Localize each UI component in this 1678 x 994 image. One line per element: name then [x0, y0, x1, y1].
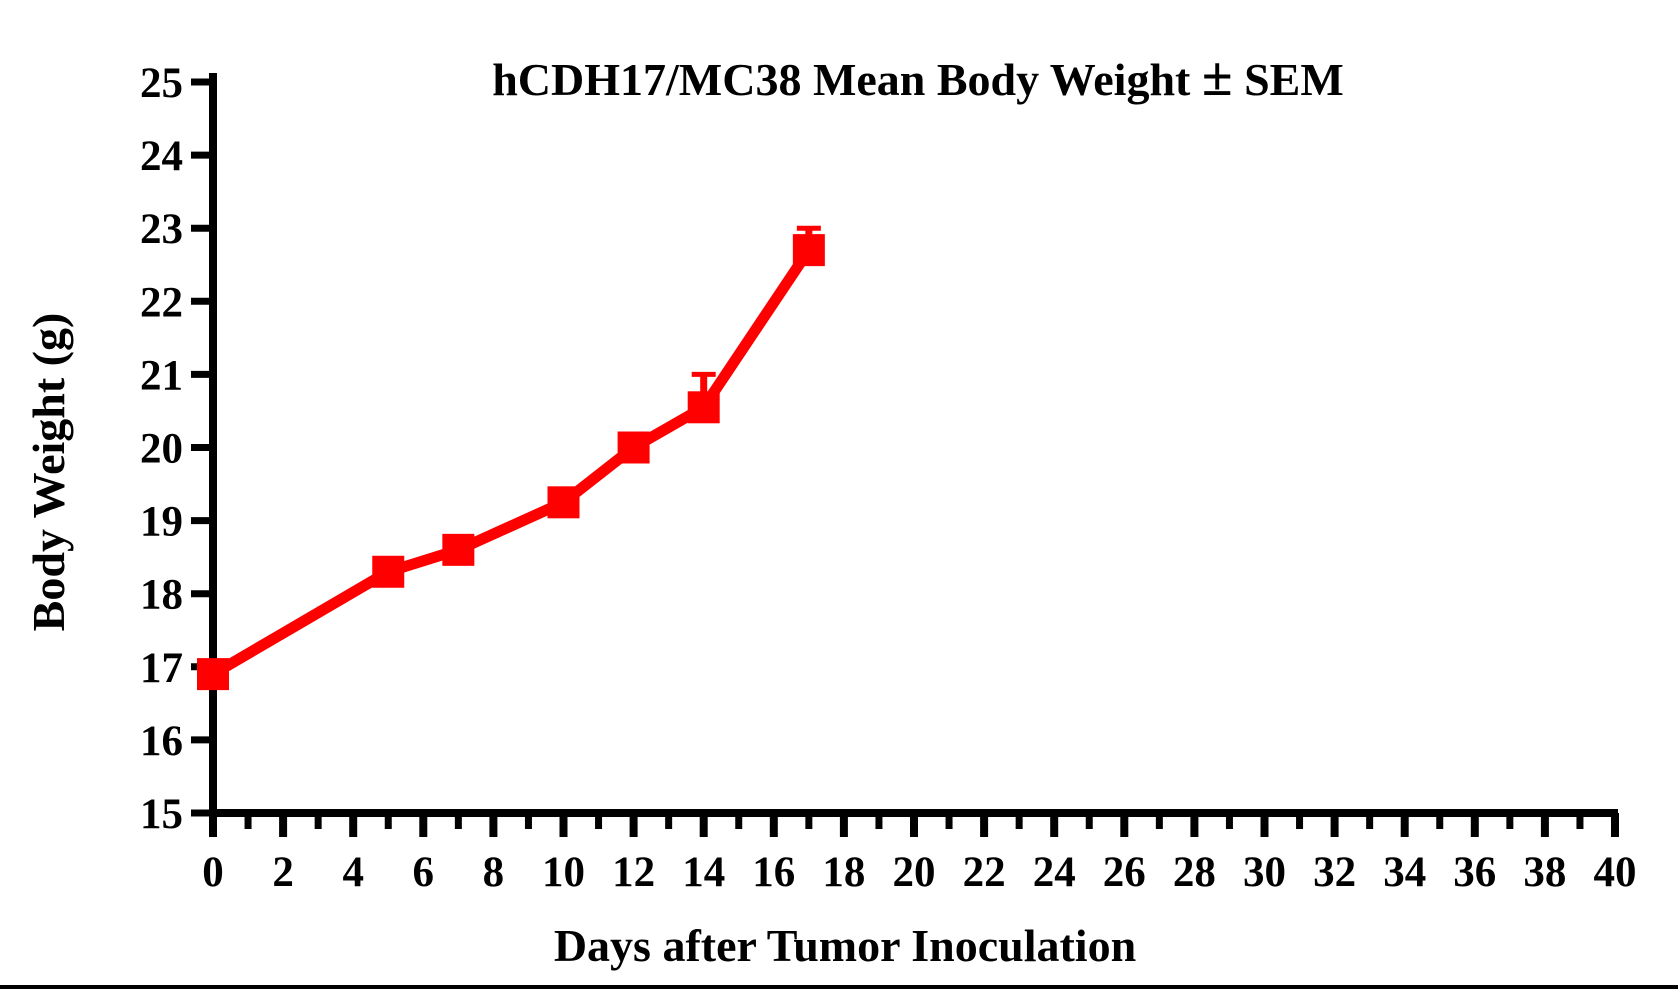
- data-point: [792, 234, 825, 267]
- y-tick-label: 16: [140, 718, 183, 765]
- x-tick-label: 4: [342, 849, 364, 896]
- x-tick-label: 36: [1453, 849, 1496, 896]
- data-point: [547, 486, 580, 519]
- x-tick-label: 26: [1103, 849, 1146, 896]
- y-tick-label: 20: [140, 426, 183, 473]
- y-tick-label: 19: [140, 499, 183, 546]
- x-tick-label: 12: [612, 849, 655, 896]
- x-axis-label: Days after Tumor Inoculation: [554, 920, 1136, 971]
- x-tick-label: 6: [413, 849, 435, 896]
- bottom-divider: [0, 985, 1678, 989]
- y-tick-label: 23: [140, 206, 183, 253]
- x-tick-label: 30: [1243, 849, 1286, 896]
- chart-title: hCDH17/MC38 Mean Body Weight ± SEM: [492, 46, 1344, 108]
- x-tick-label: 38: [1523, 849, 1566, 896]
- x-tick-label: 18: [822, 849, 865, 896]
- y-tick-label: 15: [140, 791, 183, 838]
- data-point: [617, 431, 650, 464]
- x-tick-label: 24: [1033, 849, 1076, 896]
- x-tick-label: 0: [202, 849, 224, 896]
- x-tick-label: 22: [963, 849, 1006, 896]
- x-tick-label: 34: [1383, 849, 1426, 896]
- y-tick-label: 21: [140, 352, 183, 399]
- x-tick-label: 16: [752, 849, 795, 896]
- x-tick-label: 40: [1594, 849, 1637, 896]
- x-tick-label: 32: [1313, 849, 1356, 896]
- x-tick-label: 20: [893, 849, 936, 896]
- data-point: [372, 555, 405, 588]
- y-tick-label: 24: [140, 133, 183, 180]
- x-tick-label: 2: [272, 849, 294, 896]
- data-point: [197, 658, 229, 691]
- y-tick-label: 17: [140, 645, 183, 692]
- x-tick-label: 28: [1173, 849, 1216, 896]
- x-tick-label: 8: [483, 849, 505, 896]
- y-axis-label: Body Weight (g): [23, 313, 74, 632]
- data-point: [442, 533, 475, 566]
- y-tick-label: 18: [140, 572, 183, 619]
- y-tick-label: 22: [140, 279, 183, 326]
- x-tick-label: 10: [542, 849, 585, 896]
- x-tick-label: 14: [682, 849, 725, 896]
- series-line: [210, 247, 814, 679]
- data-point: [687, 391, 720, 424]
- y-tick-label: 25: [140, 60, 183, 107]
